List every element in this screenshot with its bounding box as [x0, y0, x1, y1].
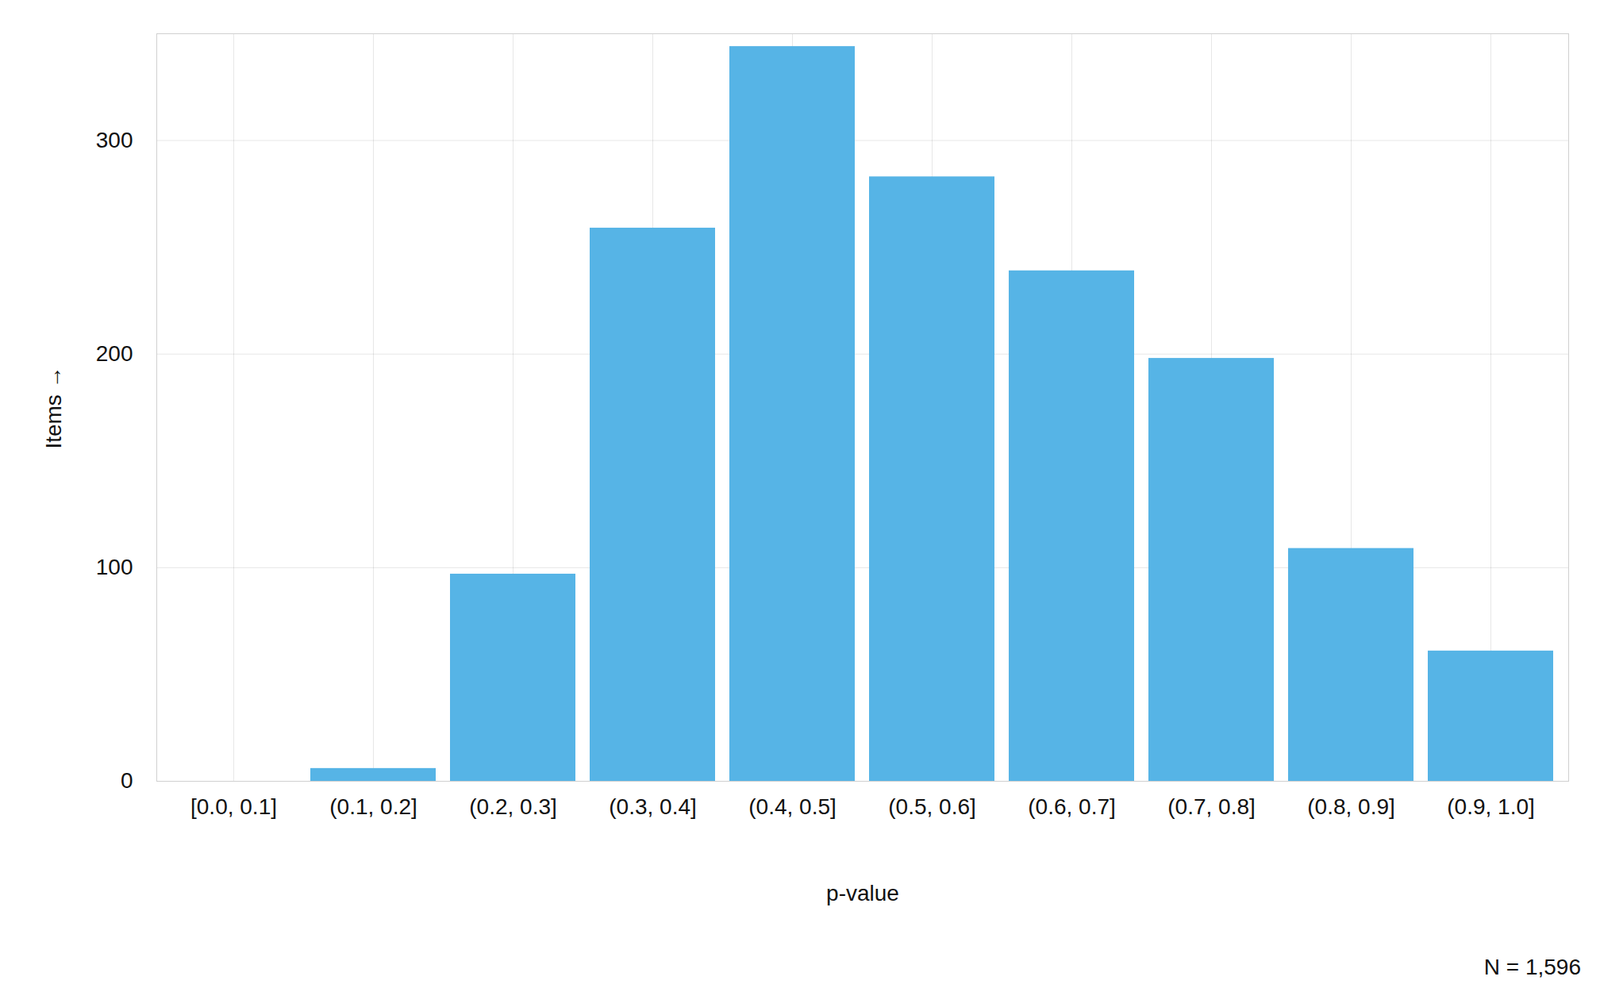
svg-text:(0.1, 0.2]: (0.1, 0.2] — [329, 794, 418, 820]
svg-text:0: 0 — [120, 768, 134, 793]
svg-text:(0.9, 1.0]: (0.9, 1.0] — [1446, 794, 1535, 820]
svg-text:[0.0, 0.1]: [0.0, 0.1] — [190, 794, 277, 820]
html-text:N = 1,596: N = 1,596 — [1483, 954, 1581, 980]
svg-text:(0.5, 0.6]: (0.5, 0.6] — [888, 794, 977, 820]
svg-text:(0.3, 0.4]: (0.3, 0.4] — [608, 794, 697, 820]
svg-text:(0.6, 0.7]: (0.6, 0.7] — [1027, 794, 1116, 820]
svg-text:Items →: Items → — [41, 365, 66, 449]
svg-text:p-value: p-value — [826, 880, 900, 906]
svg-text:(0.7, 0.8]: (0.7, 0.8] — [1167, 794, 1256, 820]
svg-text:(0.8, 0.9]: (0.8, 0.9] — [1307, 794, 1396, 820]
svg-text:(0.2, 0.3]: (0.2, 0.3] — [469, 794, 558, 820]
svg-text:(0.4, 0.5]: (0.4, 0.5] — [748, 794, 837, 820]
svg-text:200: 200 — [96, 341, 134, 366]
svg-text:100: 100 — [96, 554, 134, 580]
svg-text:300: 300 — [96, 127, 134, 153]
